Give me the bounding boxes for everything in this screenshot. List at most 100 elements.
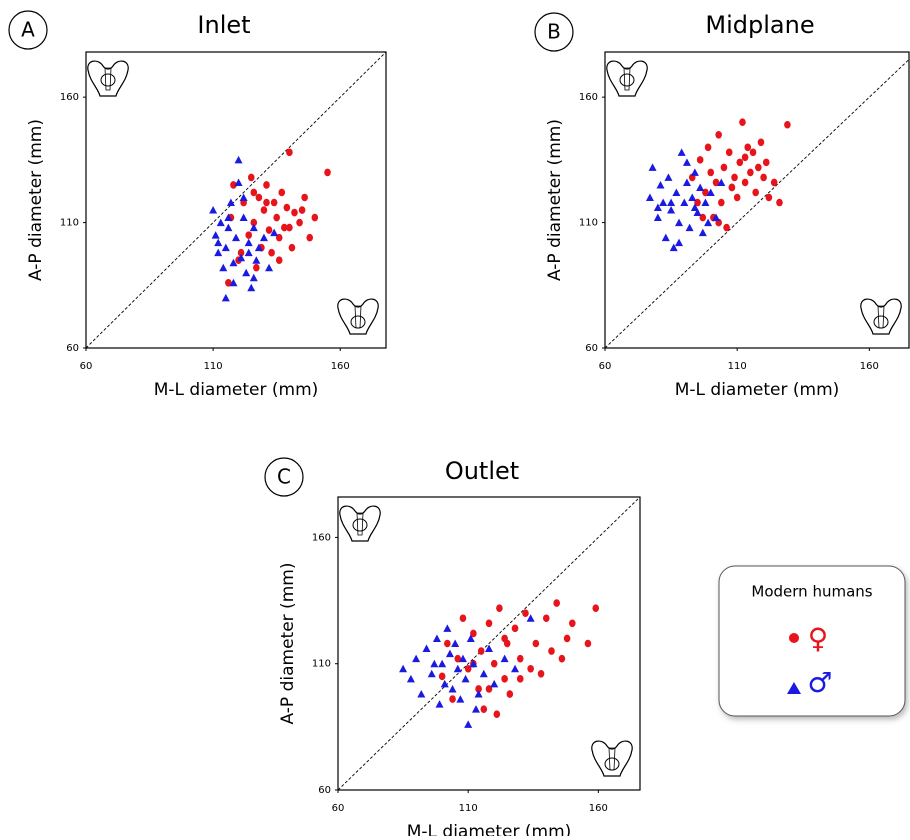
x-tick-label: 60 (599, 361, 612, 372)
data-point (399, 664, 408, 673)
data-point (250, 218, 258, 227)
data-point (440, 679, 449, 688)
panel-label: A (21, 18, 35, 42)
data-point (717, 178, 726, 186)
data-point (417, 690, 426, 698)
data-point (741, 153, 749, 162)
data-point (475, 685, 482, 693)
data-point (301, 193, 308, 202)
data-point (736, 158, 744, 167)
data-point (723, 223, 730, 232)
panel-label: C (277, 465, 291, 489)
data-point (664, 173, 673, 181)
data-point (760, 173, 767, 182)
data-point (237, 253, 246, 262)
data-point (211, 231, 220, 239)
chart-title: Outlet (445, 457, 519, 485)
data-point (648, 163, 657, 171)
x-axis-label: M-L diameter (mm) (675, 380, 840, 400)
y-tick-label: 110 (60, 218, 79, 229)
data-point (219, 263, 228, 272)
x-tick-label: 160 (331, 361, 350, 372)
identity-line (337, 496, 641, 791)
data-point (706, 188, 715, 196)
data-point (500, 654, 509, 663)
data-point (286, 148, 293, 157)
data-point (470, 629, 477, 638)
data-point (443, 624, 452, 632)
data-point (306, 233, 314, 242)
data-point (221, 293, 230, 302)
data-point (718, 198, 725, 207)
data-point (454, 654, 462, 663)
pelvis-icon (87, 60, 129, 97)
data-point (209, 206, 218, 214)
data-point (250, 188, 258, 197)
data-point (537, 670, 545, 678)
data-point (296, 218, 303, 227)
data-point (255, 193, 263, 202)
legend-box (718, 565, 906, 717)
x-tick-label: 60 (332, 803, 345, 814)
data-point (234, 178, 243, 186)
data-point (696, 183, 705, 191)
data-point (406, 674, 415, 683)
data-point (268, 248, 275, 257)
data-point (263, 198, 270, 207)
data-point (254, 243, 263, 252)
pelvis-icon (339, 505, 381, 542)
data-point (653, 213, 662, 222)
data-point (477, 647, 485, 655)
y-tick-label: 110 (579, 218, 598, 229)
x-axis-label: M-L diameter (mm) (407, 822, 572, 836)
data-point (553, 599, 560, 607)
pelvis-icon (591, 740, 633, 777)
data-point (701, 198, 710, 207)
data-point (249, 273, 258, 282)
y-tick-label: 160 (312, 532, 331, 543)
data-point (693, 208, 702, 217)
data-point (527, 664, 534, 673)
data-point (245, 231, 253, 239)
data-point (445, 649, 454, 658)
data-point (485, 644, 493, 653)
data-point (682, 178, 691, 186)
data-point (776, 198, 783, 207)
data-point (765, 193, 773, 202)
y-axis-label: A-P diameter (mm) (545, 119, 565, 281)
data-point (511, 624, 519, 633)
plot-frame (604, 51, 910, 349)
data-point (449, 695, 456, 703)
data-point (263, 181, 270, 189)
pelvis-inlet (352, 518, 368, 532)
x-axis-label: M-L diameter (mm) (154, 380, 319, 400)
data-point (690, 203, 699, 212)
data-point (731, 173, 738, 182)
panel-label-circle (534, 12, 574, 52)
data-point (698, 228, 707, 237)
data-point (459, 614, 467, 623)
data-point (501, 675, 508, 683)
pelvis-icon (860, 298, 902, 335)
data-point (273, 213, 280, 222)
y-tick-label: 110 (312, 659, 331, 670)
data-point (667, 206, 676, 214)
data-point (490, 679, 499, 688)
data-point (757, 138, 765, 147)
data-point (542, 614, 550, 623)
data-point (464, 720, 473, 728)
data-point (270, 198, 278, 207)
data-point (675, 238, 684, 247)
pelvis-inlet (619, 73, 635, 87)
data-point (501, 634, 508, 643)
data-point (444, 639, 451, 648)
data-point (232, 233, 240, 242)
data-point (221, 243, 230, 252)
pelvis-inlet (100, 73, 116, 87)
data-point (260, 206, 268, 214)
data-point (784, 120, 791, 129)
pelvis-icon (606, 60, 648, 97)
data-point (733, 193, 741, 202)
data-point (563, 634, 571, 643)
data-point (747, 168, 754, 177)
